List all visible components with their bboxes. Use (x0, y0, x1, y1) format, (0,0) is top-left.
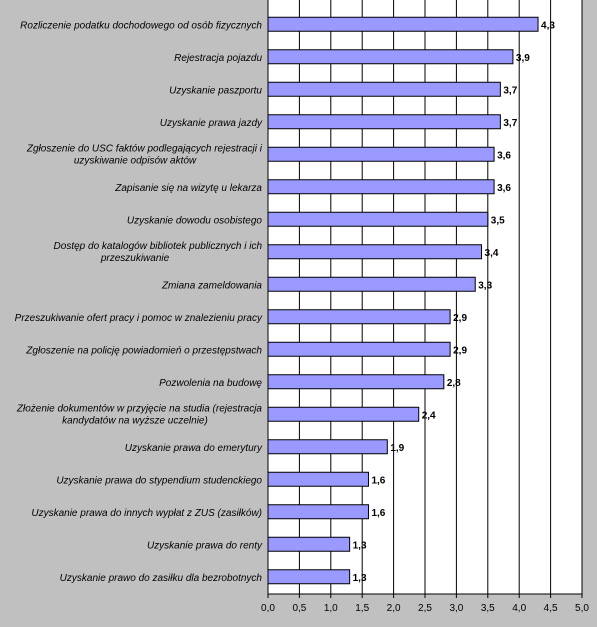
x-tick-label: 1,0 (324, 603, 338, 614)
bar-value-label: 3,9 (516, 53, 530, 64)
bar (267, 504, 369, 520)
x-tick-label: 5,0 (575, 603, 589, 614)
category-label: Zgłoszenie na policję powiadomień o prze… (25, 345, 262, 356)
bar-value-label: 2,8 (447, 378, 461, 389)
bar (267, 244, 483, 260)
x-tick-label: 3,0 (449, 603, 463, 614)
category-label: Uzyskanie dowodu osobistego (127, 215, 263, 226)
bar (267, 341, 451, 357)
category-label: Uzyskanie prawa do innych wypłat z ZUS (… (31, 508, 262, 519)
bar (267, 211, 489, 227)
category-label: Uzyskanie prawa do stypendium studenckie… (56, 475, 262, 486)
x-tick-label: 2,5 (418, 603, 432, 614)
bar (267, 309, 451, 325)
bar (267, 81, 501, 97)
bar (267, 276, 476, 292)
bar (267, 179, 495, 195)
category-label: Uzyskanie paszportu (169, 85, 262, 96)
bar (267, 49, 514, 65)
bar (267, 536, 351, 552)
category-label: Dostęp do katalogów bibliotek publicznyc… (54, 241, 263, 264)
category-label: Uzyskanie prawa do emerytury (125, 443, 263, 454)
bar (267, 471, 369, 487)
bar-value-label: 1,3 (353, 573, 367, 584)
category-label: Uzyskanie prawa jazdy (160, 118, 263, 129)
bar-value-label: 3,6 (497, 150, 511, 161)
x-tick-label: 3,5 (481, 603, 495, 614)
bar-value-label: 3,7 (503, 85, 517, 96)
category-label: Zmiana zameldowania (161, 280, 262, 291)
category-label: Zapisanie się na wizytę u lekarza (114, 183, 262, 194)
bar-value-label: 1,3 (353, 540, 367, 551)
x-tick-label: 0,0 (261, 603, 275, 614)
category-label: Przeszukiwanie ofert pracy i pomoc w zna… (15, 313, 263, 324)
bar-value-label: 3,7 (503, 118, 517, 129)
bar (267, 406, 420, 422)
category-labels: Rozliczenie podatku dochodowego od osób … (15, 20, 263, 584)
bar-value-label: 2,4 (422, 410, 436, 421)
category-label: Pozwolenia na budowę (159, 378, 262, 389)
category-label: Rozliczenie podatku dochodowego od osób … (20, 20, 262, 31)
value-labels: 4,3 3,9 3,7 3,7 3,6 3,6 3,5 3,4 3,3 2,9 2,9 2,8 2,4 1… (353, 20, 556, 584)
bar (267, 569, 351, 585)
bar-value-label: 3,5 (491, 215, 505, 226)
grid-lines (267, 0, 583, 594)
bar-value-label: 3,3 (478, 280, 492, 291)
bar-value-label: 1,6 (371, 508, 385, 519)
bar-value-label: 3,6 (497, 183, 511, 194)
bar (267, 114, 501, 130)
x-tick-label: 4,0 (512, 603, 526, 614)
x-tick-label: 2,0 (387, 603, 401, 614)
x-tick-label: 4,5 (544, 603, 558, 614)
bar-value-label: 4,3 (541, 20, 555, 31)
category-label: Uzyskanie prawa do renty (147, 540, 263, 551)
bar-value-label: 2,9 (453, 345, 467, 356)
category-label: Rejestracja pojazdu (174, 53, 262, 64)
bar (267, 439, 388, 455)
bar-value-label: 2,9 (453, 313, 467, 324)
bar (267, 16, 539, 32)
category-label: Złożenie dokumentów w przyjęcie na studi… (16, 403, 263, 426)
x-axis: 0,0 0,5 1,0 1,5 2,0 2,5 3,0 3,5 4,0 4,5 5,0 (261, 0, 589, 614)
bar-value-label: 1,9 (390, 443, 404, 454)
x-tick-label: 1,5 (355, 603, 369, 614)
category-label: Zgłoszenie do USC faktów podlegających r… (26, 143, 263, 166)
bar-value-label: 1,6 (371, 475, 385, 486)
bar (267, 374, 445, 390)
bar (267, 146, 495, 162)
category-label: Uzyskanie prawo do zasiłku dla bezrobotn… (60, 573, 263, 584)
bar-value-label: 3,4 (485, 248, 499, 259)
x-tick-label: 0,5 (292, 603, 306, 614)
bars (267, 16, 539, 585)
